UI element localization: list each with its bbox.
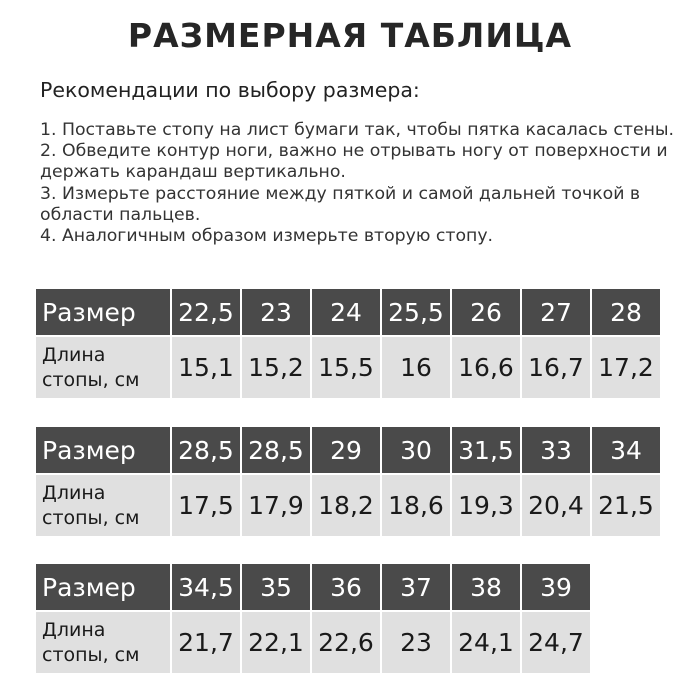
length-cell: 17,2 [592,337,660,398]
length-label-line2: стопы, см [42,506,140,529]
length-row: Длина стопы, см 17,5 17,9 18,2 18,6 19,3 20,4 21… [36,475,660,536]
size-cell: 38 [452,564,520,610]
size-cell: 30 [382,427,450,473]
length-row: Длина стопы, см 21,7 22,1 22,6 23 24,1 24,7 [36,612,590,673]
length-cell: 16,6 [452,337,520,398]
length-cell: 18,6 [382,475,450,536]
length-cell: 18,2 [312,475,380,536]
size-table: Размер 28,5 28,5 29 30 31,5 33 34 Длина стопы, см… [34,425,662,538]
length-cell: 21,5 [592,475,660,536]
length-row: Длина стопы, см 15,1 15,2 15,5 16 16,6 16,7 17,2 [36,337,660,398]
size-label: Размер [36,289,170,335]
size-cell: 25,5 [382,289,450,335]
length-cell: 17,9 [242,475,310,536]
page-title: РАЗМЕРНАЯ ТАБЛИЦА [127,16,573,55]
size-label: Размер [36,427,170,473]
length-cell: 22,1 [242,612,310,673]
length-cell: 24,7 [522,612,590,673]
subtitle: Рекомендации по выбору размера: [40,78,420,102]
length-cell: 19,3 [452,475,520,536]
size-cell: 36 [312,564,380,610]
size-label: Размер [36,564,170,610]
length-label-line1: Длина [42,618,106,641]
length-cell: 20,4 [522,475,590,536]
size-cell: 31,5 [452,427,520,473]
length-cell: 22,6 [312,612,380,673]
size-cell: 35 [242,564,310,610]
length-cell: 16,7 [522,337,590,398]
size-cell: 39 [522,564,590,610]
size-cell: 22,5 [172,289,240,335]
step: 3. Измерьте расстояние между пяткой и са… [40,183,641,225]
size-cell: 34,5 [172,564,240,610]
size-cell: 28,5 [172,427,240,473]
size-cell: 37 [382,564,450,610]
size-cell: 26 [452,289,520,335]
length-cell: 16 [382,337,450,398]
length-cell: 15,2 [242,337,310,398]
length-cell: 17,5 [172,475,240,536]
length-cell: 23 [382,612,450,673]
size-cell: 24 [312,289,380,335]
size-row: Размер 34,5 35 36 37 38 39 [36,564,590,610]
size-cell: 34 [592,427,660,473]
length-label: Длина стопы, см [36,337,170,398]
length-label-line2: стопы, см [42,368,140,391]
step: 2. Обведите контур ноги, важно не отрыва… [40,141,668,183]
length-label-line2: стопы, см [42,643,140,666]
size-cell: 33 [522,427,590,473]
instructions: 1. Поставьте стопу на лист бумаги так, ч… [40,120,680,247]
step: 1. Поставьте стопу на лист бумаги так, ч… [40,120,675,140]
length-cell: 21,7 [172,612,240,673]
length-label-line1: Длина [42,343,106,366]
step: 4. Аналогичным образом измерьте вторую с… [40,226,494,247]
size-cell: 28,5 [242,427,310,473]
length-label: Длина стопы, см [36,475,170,536]
size-cell: 27 [522,289,590,335]
size-table: Размер 34,5 35 36 37 38 39 Длина стопы, см 21,7 22… [34,562,592,675]
size-cell: 23 [242,289,310,335]
length-label: Длина стопы, см [36,612,170,673]
length-label-line1: Длина [42,481,106,504]
length-cell: 15,5 [312,337,380,398]
size-cell: 29 [312,427,380,473]
length-cell: 15,1 [172,337,240,398]
length-cell: 24,1 [452,612,520,673]
size-row: Размер 28,5 28,5 29 30 31,5 33 34 [36,427,660,473]
size-table: Размер 22,5 23 24 25,5 26 27 28 Длина стопы, см 15… [34,287,662,400]
size-cell: 28 [592,289,660,335]
size-row: Размер 22,5 23 24 25,5 26 27 28 [36,289,660,335]
